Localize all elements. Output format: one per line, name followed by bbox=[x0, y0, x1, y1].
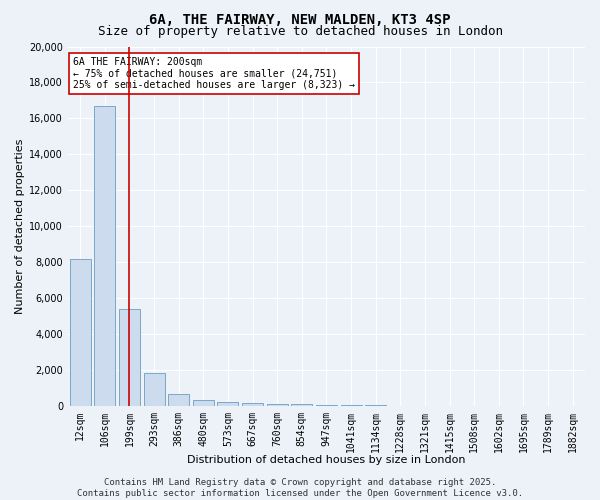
Bar bbox=[242, 403, 263, 406]
Text: Size of property relative to detached houses in London: Size of property relative to detached ho… bbox=[97, 25, 503, 38]
Text: 6A, THE FAIRWAY, NEW MALDEN, KT3 4SP: 6A, THE FAIRWAY, NEW MALDEN, KT3 4SP bbox=[149, 12, 451, 26]
Bar bbox=[341, 405, 362, 406]
Bar bbox=[94, 106, 115, 406]
Bar bbox=[193, 400, 214, 406]
Text: 6A THE FAIRWAY: 200sqm
← 75% of detached houses are smaller (24,751)
25% of semi: 6A THE FAIRWAY: 200sqm ← 75% of detached… bbox=[73, 58, 355, 90]
X-axis label: Distribution of detached houses by size in London: Distribution of detached houses by size … bbox=[187, 455, 466, 465]
Bar bbox=[316, 405, 337, 406]
Bar bbox=[168, 394, 189, 406]
Bar bbox=[119, 309, 140, 406]
Bar bbox=[143, 373, 164, 406]
Text: Contains HM Land Registry data © Crown copyright and database right 2025.
Contai: Contains HM Land Registry data © Crown c… bbox=[77, 478, 523, 498]
Bar bbox=[217, 402, 238, 406]
Bar bbox=[70, 258, 91, 406]
Y-axis label: Number of detached properties: Number of detached properties bbox=[15, 138, 25, 314]
Bar bbox=[292, 404, 312, 406]
Bar bbox=[267, 404, 287, 406]
